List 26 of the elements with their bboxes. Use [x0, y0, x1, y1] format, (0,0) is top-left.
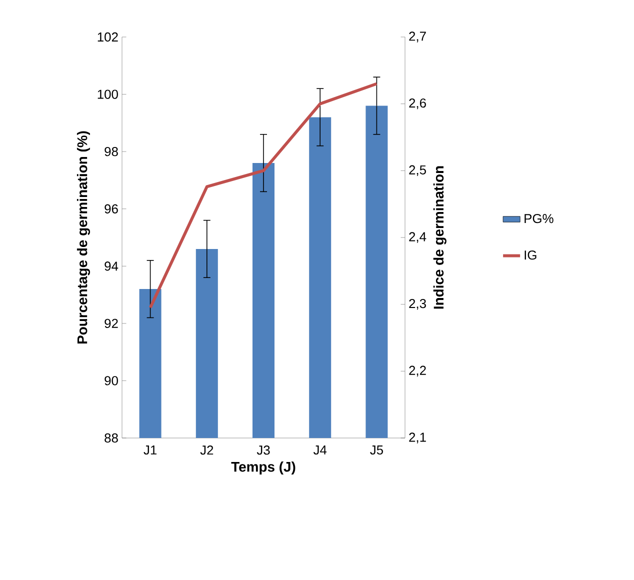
line-series — [148, 82, 378, 310]
legend-label: PG% — [524, 214, 554, 224]
y2-axis-title: Indice de germination — [433, 166, 446, 309]
y-tick-label: 98 — [104, 146, 118, 156]
y-tick-label: 88 — [104, 433, 118, 443]
y2-tick-label: 2,3 — [409, 298, 426, 310]
y-tick-label: 102 — [98, 32, 118, 42]
y-axis-title: Pourcentage de germination (%) — [76, 131, 90, 344]
x-tick-label: J2 — [200, 446, 214, 455]
y2-tick-label: 2,4 — [409, 232, 426, 243]
x-tick-label: J4 — [313, 446, 327, 455]
legend-label: IG — [524, 250, 536, 260]
y2-tick-label: 2,5 — [409, 165, 426, 176]
y-tick-label: 90 — [104, 376, 118, 386]
y-tick-label: 100 — [98, 90, 118, 99]
y2-tick-label: 2,1 — [409, 432, 426, 444]
y-tick-label: 94 — [104, 262, 118, 271]
y2-tick-label: 2,2 — [409, 366, 426, 377]
x-tick-label: J3 — [256, 446, 270, 455]
x-axis-title: Temps (J) — [231, 462, 296, 475]
y-tick-label: 92 — [104, 318, 118, 328]
y2-tick-label: 2,7 — [409, 32, 426, 42]
y-tick-label: 96 — [104, 204, 118, 214]
x-tick-label: J1 — [144, 446, 157, 455]
x-tick-label: J5 — [370, 446, 383, 455]
y2-tick-label: 2,6 — [409, 98, 426, 110]
